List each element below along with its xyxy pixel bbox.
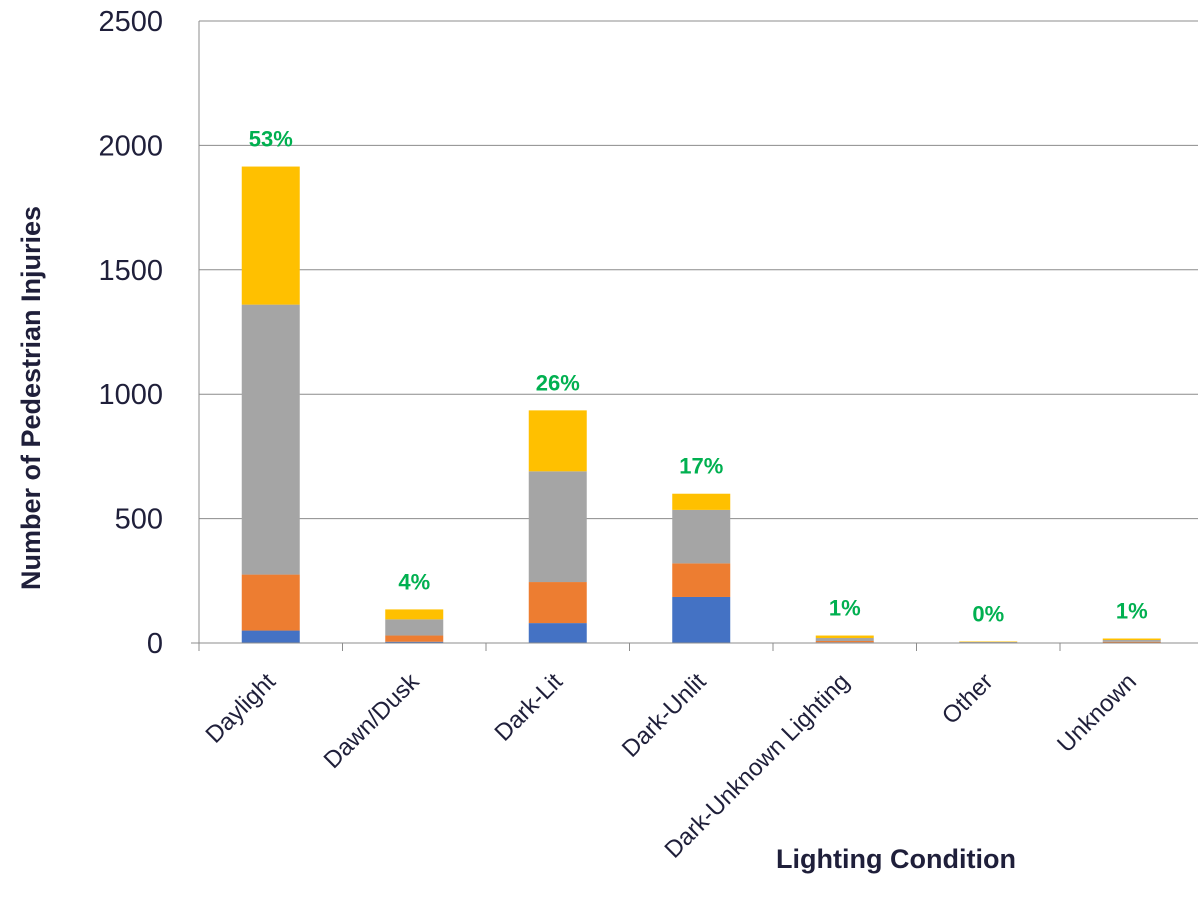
y-tick-label: 1000 (98, 379, 163, 411)
bar-segment (672, 509, 731, 564)
bar-segment (672, 493, 731, 510)
bar-segment (1102, 641, 1161, 643)
y-tick-label: 1500 (98, 255, 163, 287)
bar-segment (241, 304, 300, 575)
x-category-label: Dawn/Dusk (319, 667, 426, 774)
bar-segment (385, 635, 444, 642)
bar-segment (241, 574, 300, 631)
data-label: 26% (536, 370, 580, 395)
x-category-label: Unknown (1052, 668, 1142, 758)
data-label: 53% (249, 127, 293, 152)
bar-segment (672, 596, 731, 643)
bar-segment (241, 630, 300, 643)
y-axis-title: Number of Pedestrian Injuries (16, 206, 46, 590)
y-tick-label: 2000 (98, 130, 163, 162)
x-category-label: Daylight (201, 668, 282, 749)
x-category-label: Dark-Unlit (617, 668, 712, 763)
axes (191, 21, 1198, 651)
data-label: 1% (829, 596, 861, 621)
bar-segment (528, 471, 587, 583)
bar-segment (385, 619, 444, 636)
bar-segment (385, 641, 444, 643)
x-category-label: Dark-Lit (489, 668, 568, 747)
bar-segment (815, 638, 874, 642)
x-axis-title: Lighting Condition (776, 844, 1016, 874)
bar-segment (528, 582, 587, 624)
data-label: 1% (1116, 599, 1148, 624)
bar-segment (241, 166, 300, 305)
bars (241, 166, 1161, 643)
data-label: 0% (972, 602, 1004, 627)
bar-segment (815, 641, 874, 643)
bar-segment (815, 635, 874, 639)
bar-segment (1102, 640, 1161, 642)
bar-segment (528, 410, 587, 472)
grid-lines (199, 20, 1198, 520)
y-tick-label: 0 (147, 628, 163, 660)
data-label: 17% (679, 454, 723, 479)
data-label: 4% (398, 569, 430, 594)
bar-segment (528, 623, 587, 643)
bar-segment (1102, 638, 1161, 641)
bar-segment (672, 563, 731, 597)
y-tick-label: 500 (115, 504, 163, 536)
bar-segment (385, 609, 444, 620)
x-category-label: Other (937, 668, 999, 730)
y-tick-label: 2500 (98, 6, 163, 38)
